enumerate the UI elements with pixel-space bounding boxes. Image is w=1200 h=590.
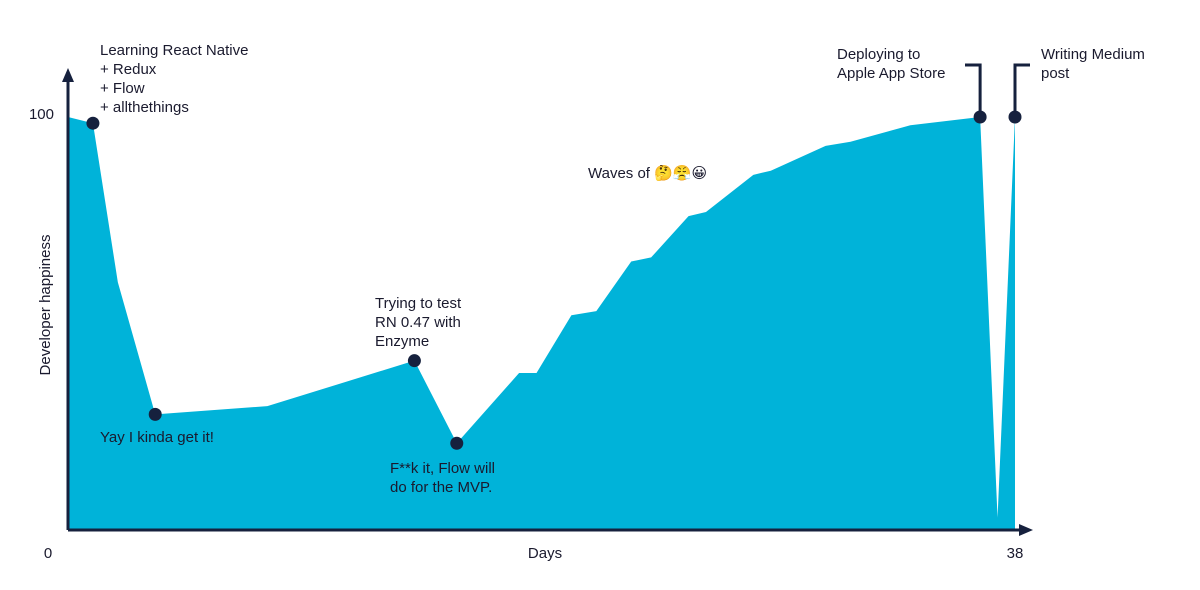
y-tick-label: 100: [29, 106, 54, 123]
annotation: Yay I kinda get it!: [100, 429, 214, 446]
annotation: Learning React Native + Redux + Flow + allt…: [100, 42, 248, 116]
x-axis-label: Days: [528, 545, 562, 562]
annotation-point: [407, 354, 421, 368]
bracket: [965, 63, 982, 117]
annotation-line: + Redux: [100, 61, 157, 78]
annotation-line: Trying to test: [375, 295, 462, 312]
annotation: F**k it, Flow will do for the MVP.: [390, 460, 495, 496]
annotation-line: + allthethings: [100, 99, 189, 116]
annotation-point: [1008, 110, 1022, 124]
annotation-line: Yay I kinda get it!: [100, 429, 214, 446]
annotation-line: post: [1041, 65, 1070, 82]
bracket: [1013, 63, 1030, 117]
y-axis-label: Developer happiness: [37, 235, 54, 376]
annotation-line: F**k it, Flow will: [390, 460, 495, 477]
annotation-line: Deploying to: [837, 46, 920, 63]
annotation-line: Enzyme: [375, 333, 429, 350]
annotation-point: [973, 110, 987, 124]
annotation-point: [148, 407, 162, 421]
annotation: Writing Medium post: [1041, 46, 1145, 82]
x-axis-arrow: [1019, 524, 1033, 536]
annotation-line: do for the MVP.: [390, 479, 492, 496]
annotation: Trying to test RN 0.47 with Enzyme: [375, 295, 462, 350]
annotation-line: Apple App Store: [837, 65, 945, 82]
area: [68, 117, 1015, 530]
annotation: Deploying to Apple App Store: [837, 46, 945, 82]
annotation-point: [86, 116, 100, 130]
x-tick-label: 38: [1007, 545, 1024, 562]
y-axis-arrow: [62, 68, 74, 82]
note: Waves of 🤔😤😀: [588, 164, 707, 182]
annotation-line: + Flow: [100, 80, 145, 97]
annotation-line: Learning React Native: [100, 42, 248, 59]
annotation-point: [450, 436, 464, 450]
annotation-line: RN 0.47 with: [375, 314, 461, 331]
annotation-line: Writing Medium: [1041, 46, 1145, 63]
x-tick-label: 0: [44, 545, 52, 562]
